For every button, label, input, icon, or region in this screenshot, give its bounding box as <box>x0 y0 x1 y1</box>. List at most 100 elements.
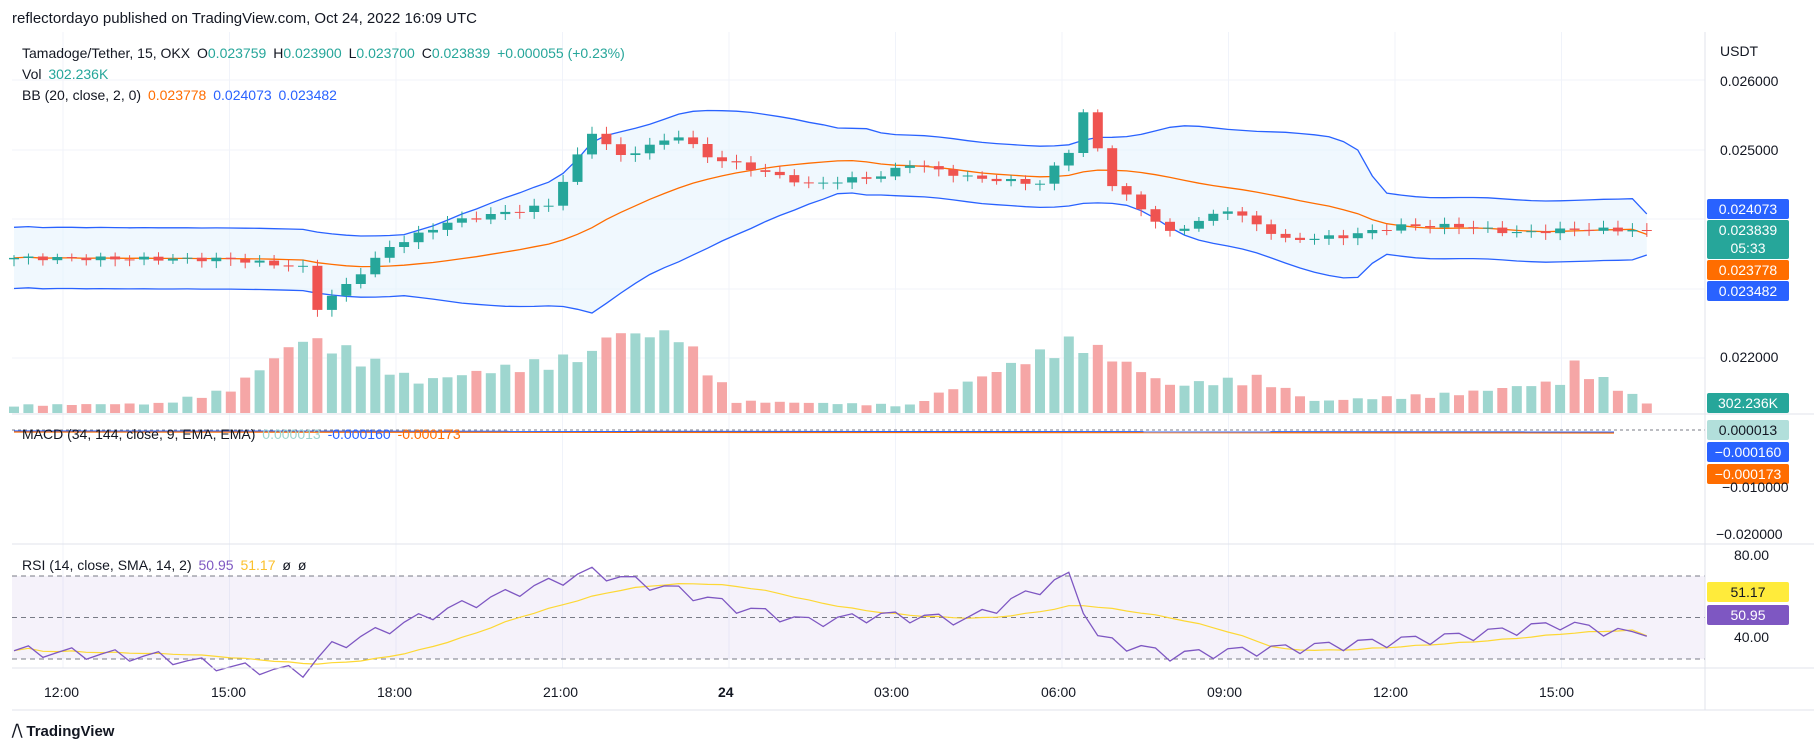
bb-lower-badge: 0.023482 <box>1707 281 1789 301</box>
candle-body <box>326 295 337 310</box>
change-value: +0.000055 (+0.23%) <box>497 45 625 61</box>
volume-bar <box>399 372 410 413</box>
candle-body <box>1063 152 1074 166</box>
volume-bar <box>500 364 511 413</box>
volume-bar <box>673 342 684 413</box>
candle-body <box>933 166 944 170</box>
candle-body <box>558 181 569 206</box>
candle-body <box>1627 230 1638 232</box>
time-label: 09:00 <box>1207 684 1243 700</box>
close-key: C <box>421 45 432 61</box>
volume-bar <box>1482 390 1493 413</box>
volume-bar <box>1381 396 1392 413</box>
open-key: O <box>197 45 208 61</box>
volume-bar <box>1078 353 1089 413</box>
volume-bar <box>832 404 843 413</box>
volume-bar <box>37 405 48 413</box>
volume-bar <box>991 372 1002 413</box>
volume-bar <box>384 374 395 413</box>
candle-body <box>1165 221 1175 231</box>
candle-body <box>630 153 641 155</box>
candle-body <box>1526 231 1537 233</box>
volume-bar <box>1526 386 1537 413</box>
volume-bar <box>558 354 569 413</box>
volume-bar <box>124 403 135 413</box>
candle-body <box>1208 213 1219 221</box>
candle-body <box>384 247 395 258</box>
rsi-extra-2: ø <box>297 557 307 573</box>
candle-body <box>312 265 323 310</box>
time-label-day: 24 <box>718 684 734 700</box>
volume-legend: Vol 302.236K <box>22 66 111 82</box>
countdown-text: 05:33 <box>1730 240 1766 256</box>
volume-bar <box>644 337 655 413</box>
volume-bar <box>803 402 814 413</box>
candle-body <box>1295 237 1305 240</box>
volume-bar <box>615 333 626 413</box>
candle-body <box>1338 235 1349 239</box>
price-tick: 0.025000 <box>1720 142 1779 158</box>
volume-bar <box>1555 384 1566 413</box>
volume-bar <box>23 404 34 413</box>
volume-bar <box>745 400 756 413</box>
bb-basis-value: 0.023778 <box>147 87 207 103</box>
volume-bar <box>1454 395 1464 413</box>
candle-body <box>1641 230 1652 231</box>
candle-body <box>1497 227 1508 234</box>
volume-bar <box>688 346 699 413</box>
volume-bar <box>702 375 713 413</box>
candle-body <box>789 175 800 183</box>
bb-lower-line <box>13 192 1648 314</box>
candle-body <box>167 258 178 261</box>
macd-signal-badge: −0.000173 <box>1707 464 1789 484</box>
volume-bar <box>1251 374 1262 413</box>
volume-bar <box>1295 396 1305 413</box>
candle-body <box>52 257 63 261</box>
macd-tick: −0.010000 <box>1722 479 1789 495</box>
volume-bar <box>933 392 944 413</box>
tv-logo-icon: ⧸⧹ <box>12 723 27 740</box>
volume-bar <box>1092 344 1103 413</box>
volume-bar <box>717 382 727 413</box>
candle-body <box>514 211 525 213</box>
candle-body <box>1569 228 1580 230</box>
candle-body <box>283 265 294 267</box>
volume-bar <box>1020 364 1031 413</box>
volume-bar <box>1035 349 1045 413</box>
volume-bar <box>1584 379 1594 413</box>
volume-bar <box>110 404 121 413</box>
volume-bar <box>326 353 337 413</box>
volume-bar <box>1150 378 1161 413</box>
candle-body <box>182 257 193 259</box>
volume-bar <box>890 406 901 413</box>
candle-body <box>341 284 352 296</box>
volume-bar <box>1410 394 1421 413</box>
candle-body <box>847 177 858 183</box>
bb-upper-badge: 0.024073 <box>1707 199 1789 219</box>
candle-body <box>1251 215 1262 225</box>
candle-body <box>95 256 106 261</box>
brand-text: TradingView <box>26 723 115 740</box>
candle-body <box>1555 228 1566 234</box>
high-value: 0.023900 <box>283 45 342 61</box>
volume-bar <box>543 369 554 413</box>
volume-bar <box>1193 381 1204 413</box>
bb-fill <box>14 110 1647 313</box>
volume-bar <box>1049 358 1060 413</box>
publisher-line: reflectordayo published on TradingView.c… <box>12 10 477 27</box>
candle-body <box>254 260 265 263</box>
volume-bar <box>904 404 915 413</box>
candle-body <box>1092 112 1103 149</box>
candle-body <box>962 175 973 177</box>
volume-bar <box>601 337 612 413</box>
candle-body <box>1179 228 1190 231</box>
volume-bar <box>254 370 265 413</box>
candle-body <box>66 257 77 258</box>
candle-body <box>471 218 482 220</box>
candle-body <box>1410 224 1421 226</box>
volume-bar <box>1612 390 1623 413</box>
volume-bar <box>1179 385 1190 413</box>
candle-body <box>1237 211 1248 216</box>
volume-bar <box>298 341 308 413</box>
